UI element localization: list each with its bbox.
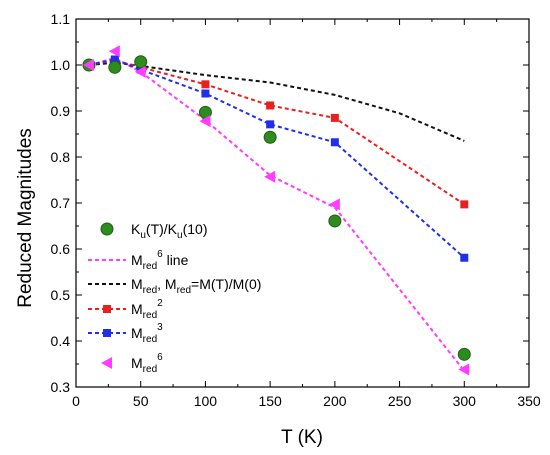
legend-text-part: red: [143, 261, 157, 272]
legend-entry: Mred3: [88, 322, 163, 345]
data-point: [134, 65, 146, 78]
data-point: [328, 198, 340, 211]
legend-text-part: u: [140, 230, 146, 241]
x-tick-label: 200: [323, 393, 347, 409]
legend-text-part: line: [163, 252, 189, 268]
x-axis-title: T (K): [281, 427, 323, 448]
data-point: [82, 59, 94, 71]
data-point: [108, 45, 120, 58]
legend-marker: [103, 329, 111, 337]
legend-text-part: red: [143, 310, 157, 321]
data-point: [266, 120, 275, 129]
legend-label: Mred3: [131, 322, 163, 345]
legend-text-part: M: [131, 301, 143, 317]
legend-text-part: M: [131, 355, 143, 371]
y-tick-label: 0.3: [51, 379, 71, 395]
data-point: [201, 80, 210, 89]
legend-label: Ku(T)/Ku(10): [131, 221, 207, 241]
y-axis-title: Reduced Magnitudes: [15, 128, 36, 308]
series-line: [88, 59, 465, 206]
data-point: [134, 55, 148, 69]
data-point: [458, 363, 470, 376]
legend-text-part: M: [131, 252, 143, 268]
data-point: [264, 170, 276, 183]
legend-text-part: red: [177, 285, 191, 296]
legend-text-part: 2: [157, 298, 163, 309]
x-tick-label: 300: [453, 393, 477, 409]
series-layer: [82, 45, 471, 376]
y-tick-label: 0.9: [51, 103, 71, 119]
legend-text-part: M: [131, 276, 143, 292]
data-point: [110, 55, 119, 64]
legend-text-part: 3: [157, 322, 163, 333]
legend-text-part: M: [131, 325, 143, 341]
legend-marker: [100, 222, 114, 236]
legend-label: Mred6: [131, 352, 163, 375]
y-tick-label: 0.4: [51, 333, 71, 349]
x-tick-label: 250: [388, 393, 412, 409]
legend-entry: Ku(T)/Ku(10): [100, 221, 207, 241]
data-point: [460, 200, 469, 209]
legend-text-part: , M: [157, 276, 176, 292]
x-tick-label: 50: [133, 393, 149, 409]
legend-text-part: 6: [157, 249, 163, 260]
series-1: [88, 57, 466, 372]
legend-text-part: (T)/K: [146, 221, 178, 237]
legend-label: Mred, Mred=M(T)/M(0): [131, 276, 261, 296]
x-tick-label: 350: [517, 393, 541, 409]
y-tick-label: 1.1: [51, 11, 71, 27]
legend-text-part: red: [143, 285, 157, 296]
data-point: [266, 101, 275, 110]
legend-label: Mred6 line: [131, 249, 189, 272]
legend-entry: Mred2: [88, 298, 163, 321]
axes: 0 50 100 150 200 250 300 350 0.3 0.4 0.5 0.6 0.7 0.8 0…: [51, 11, 541, 409]
series-line: [88, 57, 466, 372]
legend-text-part: (10): [183, 221, 208, 237]
data-point: [199, 115, 211, 128]
y-tick-label: 0.7: [51, 195, 71, 211]
y-tick-label: 0.5: [51, 287, 71, 303]
legend-text-part: K: [131, 221, 141, 237]
legend-entry: Mred6: [101, 352, 163, 375]
y-tick-label: 0.8: [51, 149, 71, 165]
data-point: [330, 138, 339, 147]
x-tick-label: 0: [72, 393, 80, 409]
data-point: [263, 130, 277, 144]
data-point: [460, 253, 469, 262]
legend-entry: Mred6 line: [88, 249, 189, 272]
data-point: [108, 60, 122, 74]
y-tick-label: 1.0: [51, 57, 71, 73]
series-3: [84, 56, 469, 209]
x-tick-label: 100: [194, 393, 218, 409]
data-point: [201, 89, 210, 98]
data-point: [328, 214, 342, 228]
legend-marker: [101, 357, 112, 369]
y-tick-label: 0.6: [51, 241, 71, 257]
legend-text-part: u: [177, 230, 183, 241]
legend-text-part: red: [143, 334, 157, 345]
x-tick-label: 150: [258, 393, 282, 409]
series-5: [82, 45, 470, 376]
legend-text-part: red: [143, 364, 157, 375]
legend-entry: Mred, Mred=M(T)/M(0): [88, 276, 261, 296]
legend-marker: [103, 305, 111, 313]
legend-text-part: =M(T)/M(0): [191, 276, 261, 292]
data-point: [457, 347, 471, 361]
legend-label: Mred2: [131, 298, 163, 321]
data-point: [330, 113, 339, 122]
legend-text-part: 6: [157, 352, 163, 363]
